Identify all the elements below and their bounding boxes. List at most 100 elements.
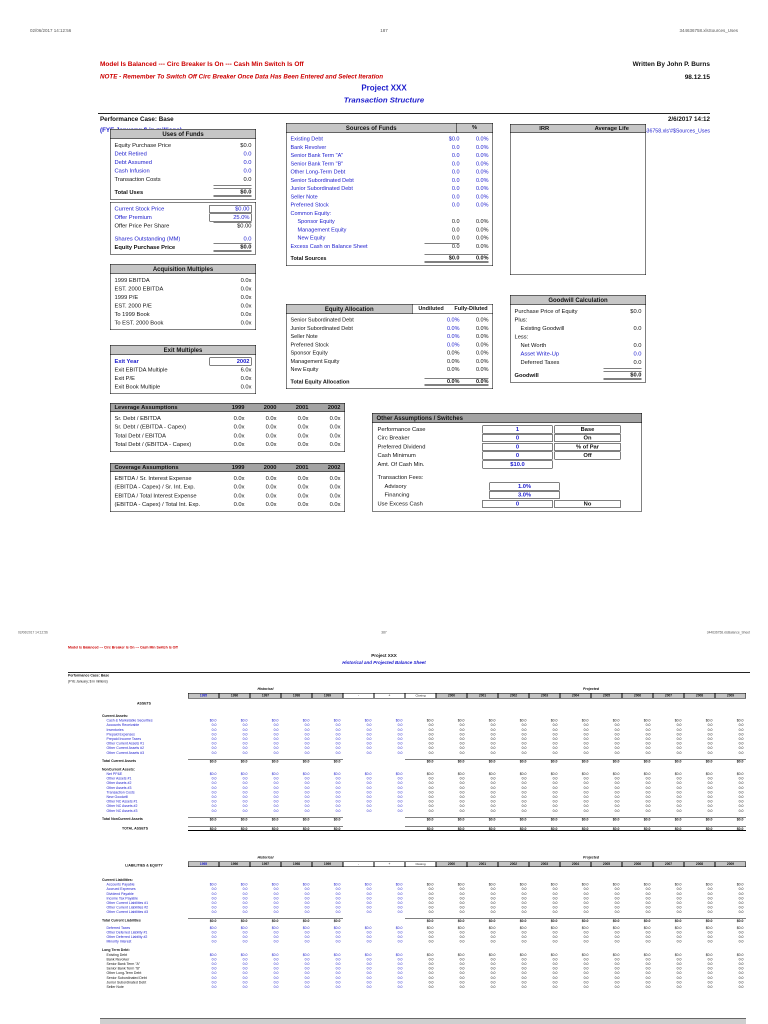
liability-value-cell[interactable]: $0.0 [240,883,248,887]
sources-value[interactable]: 0.0 [451,202,460,209]
liability-value-cell[interactable]: 0.0 [211,962,217,967]
asset-value-cell[interactable]: 0.0 [211,800,217,804]
asset-value-cell[interactable]: 0.0 [366,809,372,813]
liability-value-cell[interactable]: 0.0 [366,940,372,944]
liability-value-cell[interactable]: 0.0 [273,940,279,944]
asset-value-cell[interactable]: 0.0 [366,790,372,795]
liability-value-cell[interactable]: 0.0 [366,976,372,980]
liability-value-cell[interactable]: 0.0 [335,887,341,892]
asset-value-cell[interactable]: 0.0 [242,786,248,790]
liability-value-cell[interactable]: 0.0 [397,976,403,980]
asset-value-cell[interactable]: 0.0 [304,723,310,728]
undiluted-value[interactable]: 0.0% [446,325,460,332]
asset-value-cell[interactable]: 0.0 [273,790,279,795]
sources-value[interactable]: 0.0 [451,152,460,159]
asset-value-cell[interactable]: 0.0 [273,723,279,728]
liability-value-cell[interactable]: $0.0 [395,953,403,957]
asset-value-cell[interactable]: 0.0 [366,746,372,751]
asset-value-cell[interactable]: 0.0 [211,728,217,732]
liability-value-cell[interactable]: 0.0 [273,957,279,962]
liability-value-cell[interactable]: 0.0 [397,887,403,892]
sources-value[interactable]: 0.0 [451,144,460,151]
asset-value-cell[interactable]: 0.0 [366,737,372,741]
asset-value-cell[interactable]: 0.0 [335,777,341,781]
liability-value-cell[interactable]: 0.0 [242,940,248,944]
liability-value-cell[interactable]: 0.0 [242,976,248,980]
asset-value-cell[interactable]: 0.0 [304,804,310,809]
liability-value-cell[interactable]: 0.0 [335,910,341,915]
asset-value-cell[interactable]: $0.0 [271,719,279,723]
asset-value-cell[interactable]: 0.0 [304,737,310,741]
asset-value-cell[interactable]: 0.0 [335,795,341,800]
liability-value-cell[interactable]: 0.0 [366,930,372,935]
liability-value-cell[interactable]: 0.0 [304,887,310,892]
asset-value-cell[interactable]: 0.0 [366,732,372,737]
asset-value-cell[interactable]: 0.0 [211,809,217,813]
asset-value-cell[interactable]: 0.0 [366,742,372,746]
offer-value[interactable]: $0.00 [209,204,252,213]
liability-value-cell[interactable]: 0.0 [273,906,279,910]
liability-value-cell[interactable]: 0.0 [211,906,217,910]
asset-value-cell[interactable]: 0.0 [397,728,403,732]
liability-value-cell[interactable]: 0.0 [397,892,403,896]
liability-value-cell[interactable]: $0.0 [364,883,372,887]
asset-value-cell[interactable]: 0.0 [397,723,403,728]
asset-value-cell[interactable]: 0.0 [273,804,279,809]
asset-value-cell[interactable]: 0.0 [335,746,341,751]
liability-value-cell[interactable]: 0.0 [397,896,403,901]
liability-value-cell[interactable]: 0.0 [397,967,403,971]
liability-value-cell[interactable]: 0.0 [273,976,279,980]
liability-value-cell[interactable]: 0.0 [397,940,403,944]
liability-value-cell[interactable]: 0.0 [273,935,279,940]
asset-value-cell[interactable]: 0.0 [304,800,310,804]
asset-value-cell[interactable]: 0.0 [211,790,217,795]
asset-value-cell[interactable]: 0.0 [242,732,248,737]
liability-value-cell[interactable]: 0.0 [366,892,372,896]
asset-value-cell[interactable]: 0.0 [242,723,248,728]
uses-of-funds-value[interactable]: 0.0 [243,167,252,174]
liability-value-cell[interactable]: $0.0 [395,926,403,930]
asset-value-cell[interactable]: 0.0 [397,790,403,795]
asset-value-cell[interactable]: 0.0 [211,781,217,786]
liability-value-cell[interactable]: 0.0 [335,967,341,971]
asset-value-cell[interactable]: 0.0 [397,786,403,790]
asset-value-cell[interactable]: $0.0 [209,772,217,777]
liability-value-cell[interactable]: $0.0 [364,926,372,930]
asset-value-cell[interactable]: 0.0 [242,746,248,751]
asset-value-cell[interactable]: $0.0 [333,772,341,777]
sources-value[interactable]: 0.0 [451,177,460,184]
liability-value-cell[interactable]: 0.0 [335,906,341,910]
liability-value-cell[interactable]: 0.0 [273,980,279,985]
asset-value-cell[interactable]: 0.0 [304,751,310,755]
liability-value-cell[interactable]: 0.0 [242,892,248,896]
asset-value-cell[interactable]: 0.0 [211,723,217,728]
undiluted-value[interactable]: 0.0% [446,341,460,348]
liability-value-cell[interactable]: 0.0 [335,962,341,967]
asset-value-cell[interactable]: 0.0 [304,732,310,737]
liability-value-cell[interactable]: 0.0 [366,980,372,985]
liability-value-cell[interactable]: $0.0 [209,883,217,887]
asset-value-cell[interactable]: 0.0 [211,751,217,755]
liability-value-cell[interactable]: 0.0 [211,957,217,962]
asset-value-cell[interactable]: $0.0 [271,772,279,777]
asset-value-cell[interactable]: 0.0 [397,804,403,809]
liability-value-cell[interactable]: 0.0 [273,887,279,892]
asset-value-cell[interactable]: 0.0 [366,800,372,804]
liability-value-cell[interactable]: $0.0 [271,926,279,930]
asset-value-cell[interactable]: 0.0 [304,742,310,746]
liability-value-cell[interactable]: 0.0 [335,976,341,980]
switch-input-cell[interactable]: 1 [482,425,553,434]
liability-value-cell[interactable]: 0.0 [242,985,248,989]
offer-value[interactable]: 25.0% [209,213,252,222]
liability-value-cell[interactable]: 0.0 [397,957,403,962]
asset-value-cell[interactable]: 0.0 [397,809,403,813]
asset-value-cell[interactable]: 0.0 [335,790,341,795]
liability-value-cell[interactable]: $0.0 [271,953,279,957]
asset-value-cell[interactable]: 0.0 [304,777,310,781]
asset-value-cell[interactable]: 0.0 [335,804,341,809]
asset-value-cell[interactable]: $0.0 [302,772,310,777]
liability-value-cell[interactable]: 0.0 [211,892,217,896]
liability-value-cell[interactable]: 0.0 [366,967,372,971]
switch-input-cell[interactable]: 0 [482,434,553,443]
asset-value-cell[interactable]: 0.0 [242,809,248,813]
